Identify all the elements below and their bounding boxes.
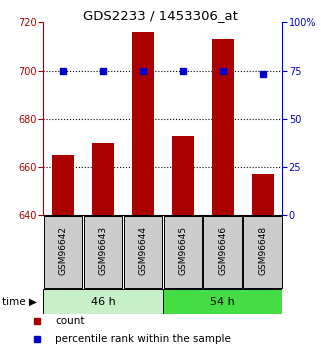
Text: GDS2233 / 1453306_at: GDS2233 / 1453306_at: [83, 9, 238, 22]
Text: time ▶: time ▶: [2, 297, 37, 306]
Bar: [212, 39, 234, 215]
Text: GSM96643: GSM96643: [99, 226, 108, 275]
Bar: [243, 216, 282, 288]
Text: GSM96646: GSM96646: [218, 226, 227, 275]
Text: GSM96644: GSM96644: [138, 226, 147, 275]
Text: percentile rank within the sample: percentile rank within the sample: [55, 334, 231, 344]
Text: GSM96645: GSM96645: [178, 226, 187, 275]
Bar: [52, 155, 74, 215]
Bar: [252, 174, 273, 215]
Bar: [92, 143, 114, 215]
Bar: [172, 136, 194, 215]
Bar: [43, 289, 163, 314]
Bar: [124, 216, 162, 288]
Text: GSM96642: GSM96642: [59, 226, 68, 275]
Bar: [204, 216, 242, 288]
Bar: [163, 289, 282, 314]
Bar: [84, 216, 122, 288]
Bar: [132, 32, 154, 215]
Text: GSM96648: GSM96648: [258, 226, 267, 275]
Bar: [44, 216, 82, 288]
Text: count: count: [55, 316, 85, 326]
Text: 46 h: 46 h: [91, 297, 116, 306]
Bar: [164, 216, 202, 288]
Text: 54 h: 54 h: [210, 297, 235, 306]
